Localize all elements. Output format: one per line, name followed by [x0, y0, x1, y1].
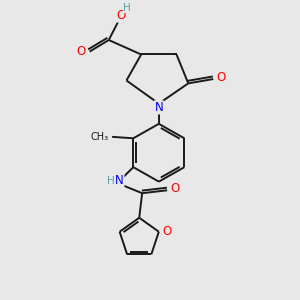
- Text: CH₃: CH₃: [91, 132, 109, 142]
- Text: H: H: [124, 3, 131, 13]
- Text: O: O: [171, 182, 180, 195]
- Text: O: O: [162, 225, 172, 238]
- Text: N: N: [154, 101, 163, 114]
- Text: O: O: [77, 45, 86, 58]
- Text: O: O: [216, 71, 225, 84]
- Text: N: N: [115, 174, 124, 187]
- Text: H: H: [107, 176, 115, 186]
- Text: O: O: [116, 9, 125, 22]
